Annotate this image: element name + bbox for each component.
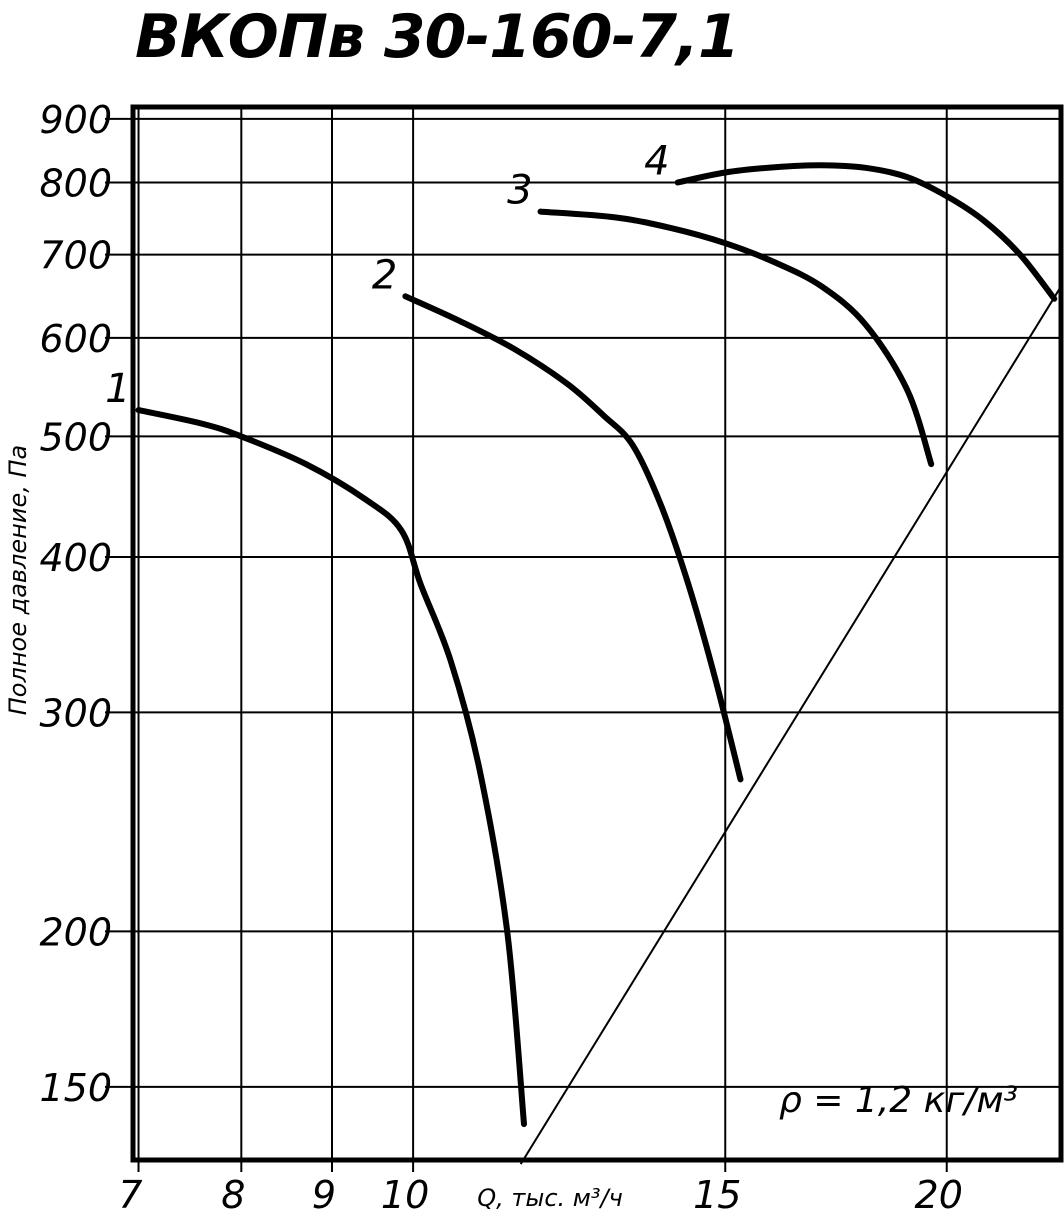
curve-labels-group: 1 2 3 4 [105, 139, 670, 413]
y-tick-label-150: 150 [39, 1066, 112, 1110]
y-tick-label-600: 600 [39, 317, 112, 361]
system-line-group [519, 285, 1062, 1165]
density-annotation: ρ = 1,2 кг/м³ [779, 1080, 1018, 1121]
x-tick-label-9: 9 [312, 1173, 336, 1217]
x-tick-label-15: 15 [693, 1173, 741, 1217]
chart-title: ВКОПв 30-160-7,1 [135, 2, 740, 72]
x-axis-label: Q, тыс. м³/ч [477, 1184, 623, 1212]
curve-label-4: 4 [644, 139, 669, 185]
plot-frame [130, 104, 1064, 1163]
x-tick-label-10: 10 [381, 1173, 429, 1217]
curve-2 [402, 293, 744, 783]
curve-label-1: 1 [105, 366, 130, 412]
x-tick-label-8: 8 [221, 1173, 245, 1217]
curve-3 [537, 208, 935, 468]
y-tick-label-400: 400 [39, 536, 112, 580]
x-tick-label-7: 7 [118, 1173, 142, 1217]
curve-1 [135, 407, 527, 1128]
x-tick-label-20: 20 [915, 1173, 963, 1217]
y-tick-label-200: 200 [39, 910, 112, 954]
y-tick-label-500: 500 [39, 415, 112, 459]
y-tick-label-700: 700 [39, 234, 112, 278]
curve-4 [674, 162, 1058, 302]
curve-label-3: 3 [507, 168, 532, 214]
y-tick-label-300: 300 [39, 691, 112, 735]
y-axis-label: Полное давление, Па [4, 445, 32, 715]
grid-lines [105, 107, 1061, 1172]
system-characteristic-line [519, 285, 1062, 1165]
y-tick-label-900: 900 [39, 98, 112, 142]
curve-label-2: 2 [372, 252, 397, 298]
curves-group [135, 162, 1058, 1128]
y-tick-label-800: 800 [39, 162, 112, 206]
ticks-group: 150 200 300 400 500 600 700 800 900 7 8 9 10 15 20 [39, 98, 962, 1217]
